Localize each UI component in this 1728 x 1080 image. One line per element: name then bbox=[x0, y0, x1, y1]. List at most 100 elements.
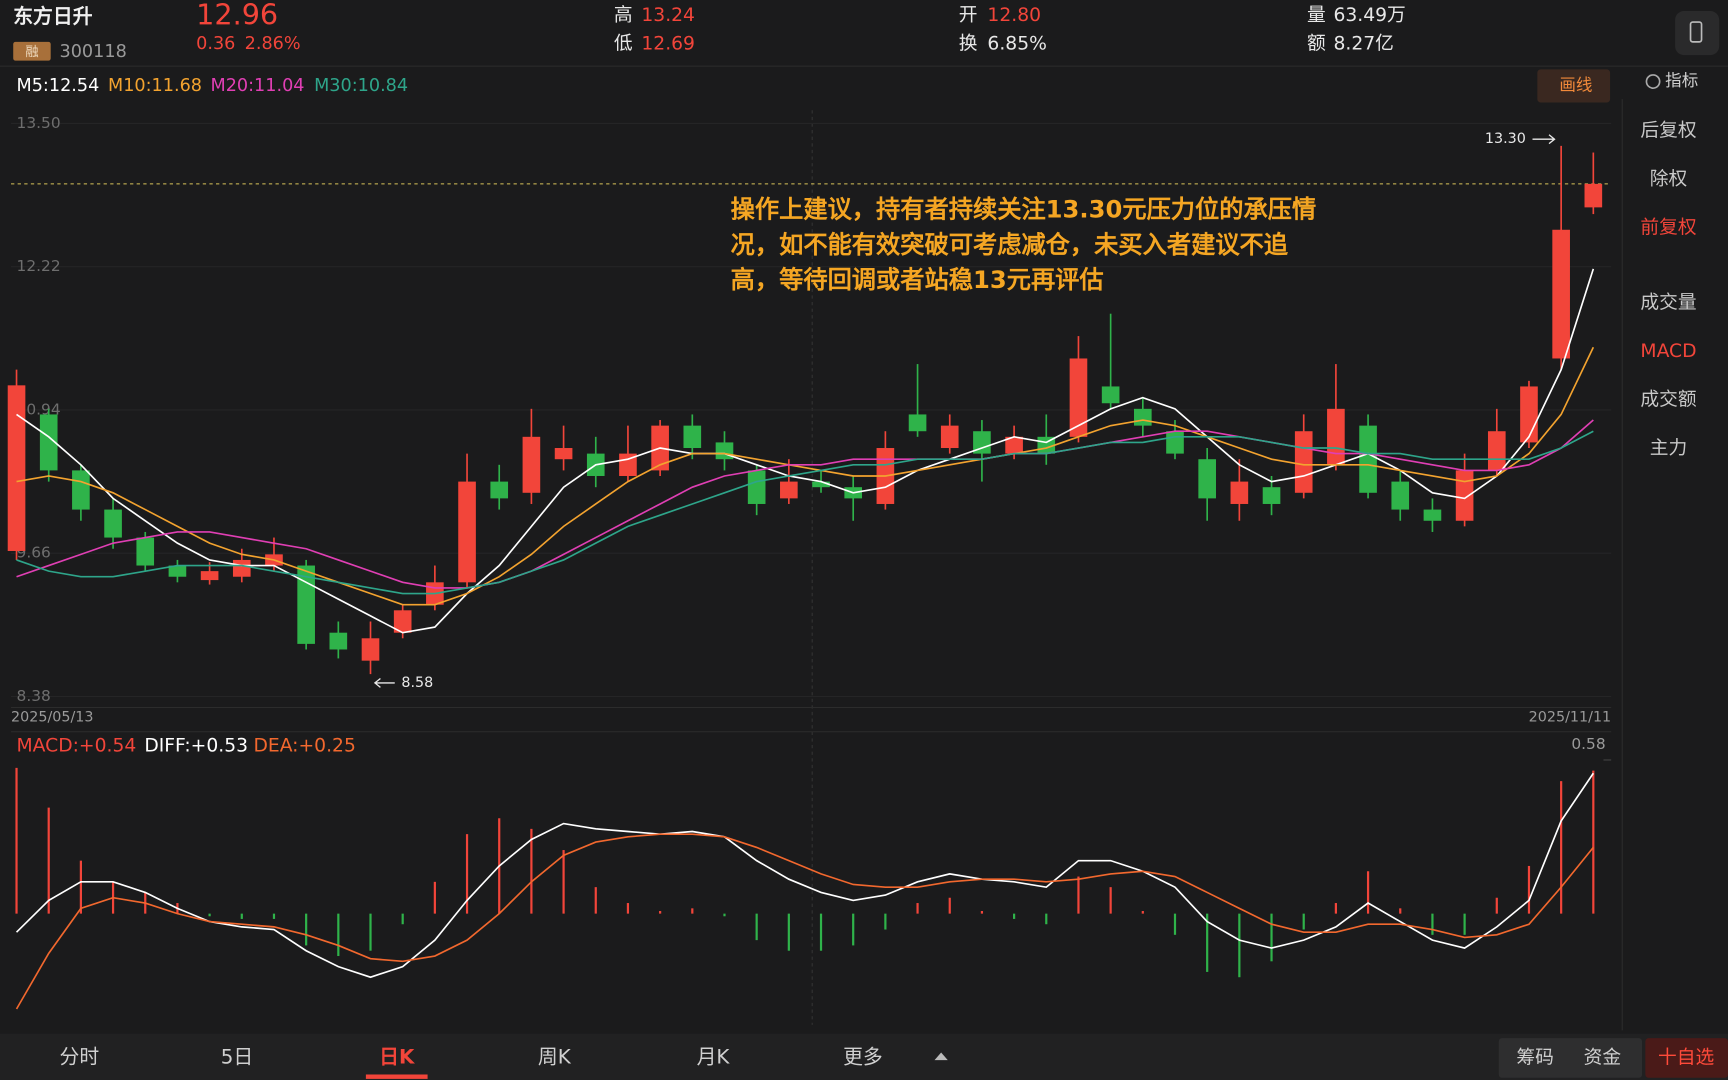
candle-body bbox=[490, 481, 509, 499]
sidebar-item[interactable]: 成交额 bbox=[1640, 390, 1696, 411]
more-arrow bbox=[934, 1052, 948, 1061]
action[interactable]: 筹码 bbox=[1516, 1047, 1553, 1068]
x-start-label: 2025/05/13 bbox=[11, 709, 94, 725]
volume-label: 量 bbox=[1307, 5, 1326, 26]
candle-body bbox=[1391, 481, 1410, 510]
y-tick-label: 0.58 bbox=[1571, 735, 1605, 753]
sidebar-item[interactable]: 除权 bbox=[1650, 169, 1688, 190]
tab[interactable]: 周K bbox=[538, 1045, 572, 1068]
draw-button-text: 画线 bbox=[1559, 75, 1592, 94]
device-icon bbox=[1689, 21, 1703, 43]
annotation: 操作上建议，持有者持续关注13.30元压力位的承压情 bbox=[731, 194, 1317, 223]
candle-body bbox=[1327, 408, 1345, 465]
candle-body bbox=[812, 481, 830, 488]
candle-body bbox=[973, 431, 991, 454]
annotation: 高，等待回调或者站稳13元再评估 bbox=[731, 265, 1104, 294]
candle-body bbox=[1230, 481, 1249, 504]
legend-entry: DEA:+0.25 bbox=[253, 736, 355, 757]
bottom-bar bbox=[0, 1033, 1728, 1080]
low-marker-label: 8.58 bbox=[401, 675, 433, 691]
action[interactable]: 十自选 bbox=[1658, 1047, 1714, 1068]
device-button[interactable] bbox=[1675, 11, 1720, 56]
turnover-value: 6.85% bbox=[987, 34, 1046, 55]
candle-body bbox=[168, 565, 187, 577]
open-value: 12.80 bbox=[987, 5, 1041, 26]
stock-name: 东方日升 bbox=[13, 5, 92, 28]
candle-body bbox=[522, 436, 541, 493]
ma-line bbox=[16, 346, 1595, 606]
low-label: 低 bbox=[614, 34, 633, 55]
candle-body bbox=[1423, 509, 1442, 521]
open-label: 开 bbox=[959, 5, 978, 26]
badge bbox=[13, 41, 51, 61]
x-end-label: 2025/11/11 bbox=[1529, 709, 1612, 725]
legend-entry: M10:11.68 bbox=[108, 76, 202, 96]
volume-value: 63.49万 bbox=[1333, 5, 1405, 26]
annotation: 况，如不能有效突破可考虑减仓，未买入者建议不追 bbox=[731, 230, 1289, 259]
y-tick-label: 8.38 bbox=[17, 687, 51, 705]
candle-body bbox=[1005, 436, 1023, 454]
tab-underline bbox=[365, 1074, 428, 1079]
candle-body bbox=[1455, 470, 1474, 521]
high-marker-label: 13.30 bbox=[1485, 131, 1526, 147]
indicator-button[interactable]: 指标 bbox=[1665, 71, 1698, 90]
candle-body bbox=[908, 414, 927, 432]
price: 12.96 bbox=[196, 0, 278, 32]
candle-body bbox=[554, 448, 573, 460]
candle-body bbox=[1069, 358, 1088, 437]
candle-body bbox=[715, 442, 734, 460]
legend-entry: M30:10.84 bbox=[314, 76, 408, 96]
candle-body bbox=[1101, 386, 1120, 404]
sidebar-item[interactable]: 成交量 bbox=[1640, 293, 1696, 314]
candle-body bbox=[1294, 431, 1313, 493]
candle-body bbox=[1487, 431, 1506, 471]
candle-body bbox=[393, 610, 412, 633]
ma-line bbox=[16, 430, 1594, 595]
turnover-label: 换 bbox=[959, 34, 978, 55]
candle-body bbox=[136, 537, 155, 566]
candle-body bbox=[1198, 459, 1216, 499]
candle-body bbox=[458, 481, 476, 583]
draw-button[interactable] bbox=[1537, 69, 1611, 103]
tab[interactable]: 日K bbox=[379, 1045, 415, 1068]
tab[interactable]: 月K bbox=[697, 1045, 731, 1068]
candle-body bbox=[780, 481, 798, 499]
candle-body bbox=[1584, 183, 1603, 208]
candle-body bbox=[39, 414, 58, 471]
candle-body bbox=[940, 425, 959, 449]
tab[interactable]: 分时 bbox=[60, 1045, 100, 1068]
action[interactable]: 资金 bbox=[1584, 1047, 1622, 1068]
candle-body bbox=[329, 632, 348, 650]
candle-body bbox=[72, 470, 90, 510]
high-label: 高 bbox=[614, 5, 633, 26]
y-tick-label: 10.94 bbox=[17, 400, 61, 418]
watchlist-button[interactable] bbox=[1645, 1038, 1728, 1078]
tab[interactable]: 更多 bbox=[843, 1045, 883, 1068]
sidebar-item[interactable]: 后复权 bbox=[1640, 121, 1696, 142]
amount-value: 8.27亿 bbox=[1333, 34, 1393, 55]
candle-body bbox=[361, 638, 380, 661]
sidebar-item[interactable]: MACD bbox=[1640, 341, 1696, 362]
tab[interactable]: 5日 bbox=[221, 1045, 253, 1068]
candle-body bbox=[1134, 408, 1152, 426]
high-value: 13.24 bbox=[641, 5, 695, 26]
indicator-icon bbox=[1645, 74, 1661, 89]
candle-body bbox=[1520, 386, 1538, 443]
badge-text: 融 bbox=[25, 44, 38, 60]
high-marker-arrow bbox=[1532, 134, 1556, 145]
sidebar-item[interactable]: 前复权 bbox=[1640, 218, 1696, 239]
ma-line bbox=[16, 268, 1595, 634]
candle-body bbox=[7, 385, 26, 551]
ma-line bbox=[16, 419, 1594, 589]
candle-body bbox=[232, 559, 251, 577]
legend-entry: DIFF:+0.53 bbox=[144, 736, 248, 757]
y-tick-label: 13.50 bbox=[17, 114, 61, 132]
sidebar-item[interactable]: 主力 bbox=[1650, 438, 1687, 459]
low-value: 12.69 bbox=[641, 34, 695, 55]
legend-entry: M5:12.54 bbox=[17, 76, 100, 96]
candle-body bbox=[683, 425, 702, 449]
low-marker-arrow bbox=[373, 677, 395, 688]
